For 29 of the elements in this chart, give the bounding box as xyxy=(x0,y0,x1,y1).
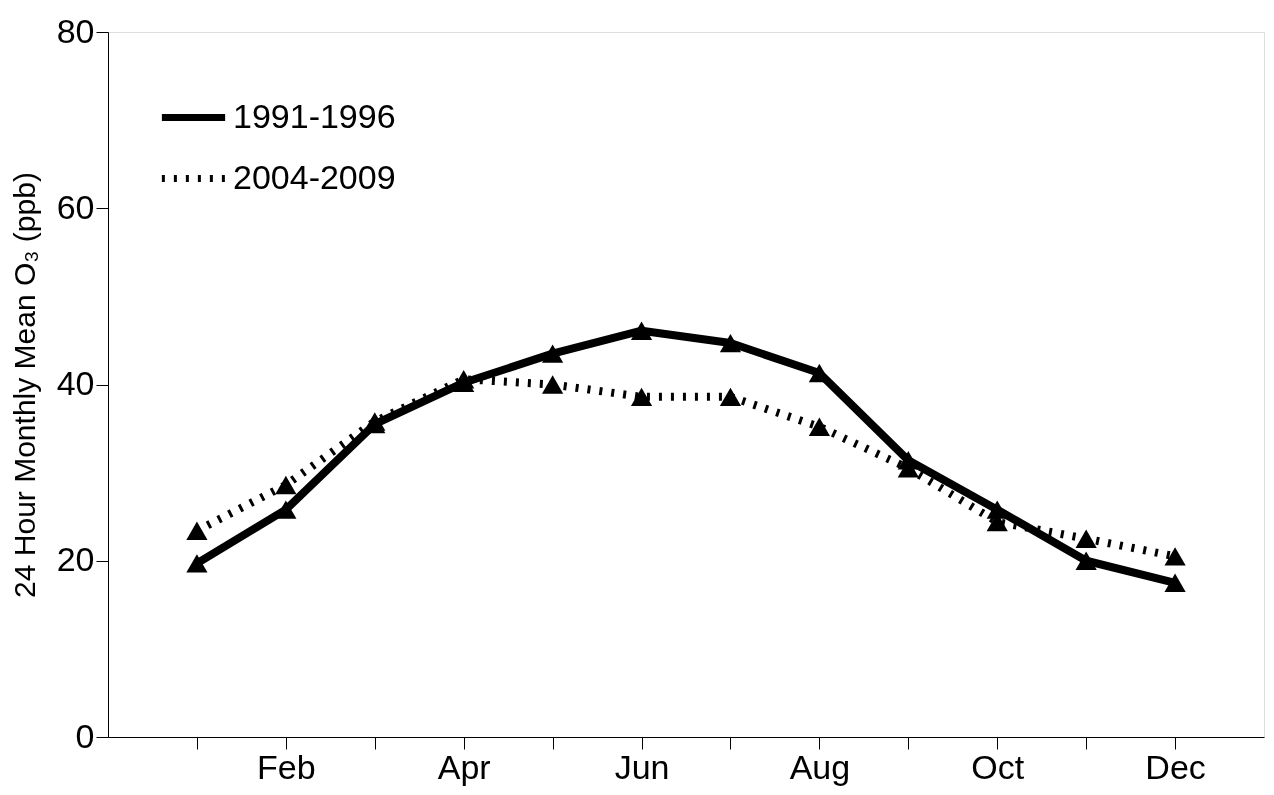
point xyxy=(275,500,297,519)
x-tick-label: Dec xyxy=(1145,747,1206,786)
point xyxy=(186,521,208,540)
point xyxy=(719,333,742,353)
point xyxy=(186,554,208,573)
legend-label: 2004-2009 xyxy=(233,157,396,196)
point xyxy=(1075,529,1097,548)
point xyxy=(630,387,653,407)
y-tick-label: 20 xyxy=(56,540,95,579)
y-axis-title: 24 Hour Monthly Mean O₃ (ppb) xyxy=(7,172,41,598)
y-tick-label: 0 xyxy=(75,716,95,755)
y-tick-label: 80 xyxy=(56,11,95,50)
point xyxy=(275,475,297,495)
point xyxy=(719,387,742,407)
point xyxy=(542,344,564,363)
x-tick-label: Aug xyxy=(789,747,851,786)
point xyxy=(630,321,653,340)
x-tick-label: Oct xyxy=(971,747,1025,786)
x-tick-label: Apr xyxy=(437,747,491,786)
point xyxy=(542,375,564,394)
x-tick-label: Feb xyxy=(257,747,316,786)
y-tick-label: 60 xyxy=(56,187,95,226)
point xyxy=(808,417,830,436)
point xyxy=(1075,551,1097,570)
legend-label: 1991-1996 xyxy=(233,96,396,135)
x-tick-label: Jun xyxy=(614,747,670,786)
y-tick-label: 40 xyxy=(56,364,95,402)
point xyxy=(1164,547,1186,566)
point xyxy=(1164,573,1186,592)
